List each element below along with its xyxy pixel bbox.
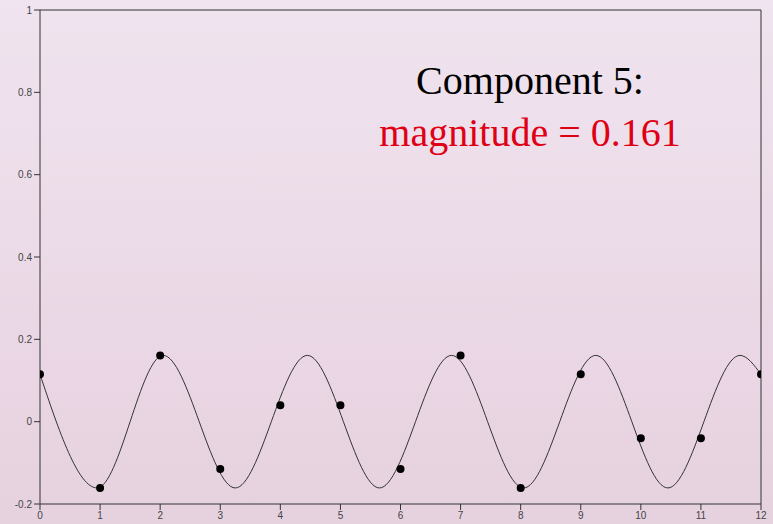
svg-text:1: 1 [26,5,32,16]
html-text:magnitude = 0.161: magnitude = 0.161 [379,110,681,155]
svg-text:10: 10 [635,510,647,521]
svg-text:11: 11 [696,510,707,521]
svg-text:0: 0 [37,510,43,521]
svg-text:4: 4 [278,510,284,521]
svg-text:0: 0 [26,416,32,427]
svg-text:7: 7 [458,510,464,521]
svg-text:9: 9 [578,510,584,521]
svg-text:1: 1 [97,510,103,521]
svg-text:0.8: 0.8 [18,87,32,98]
html-text:Component 5:: Component 5: [416,58,644,103]
svg-text:0.4: 0.4 [18,252,32,263]
svg-text:5: 5 [338,510,344,521]
svg-text:6: 6 [398,510,404,521]
svg-text:3: 3 [217,510,223,521]
svg-text:0.6: 0.6 [18,169,32,180]
svg-text:12: 12 [755,510,767,521]
svg-text:0.2: 0.2 [18,334,32,345]
svg-text:8: 8 [518,510,524,521]
svg-text:-0.2: -0.2 [15,499,33,510]
svg-text:2: 2 [157,510,163,521]
